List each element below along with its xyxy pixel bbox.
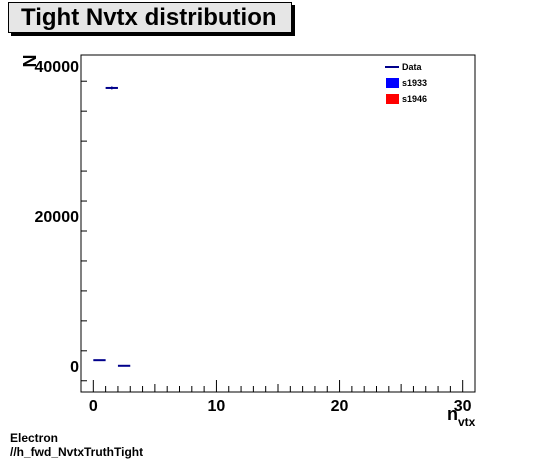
y-tick-label: 20000 [35, 209, 80, 226]
footer-label-line2: //h_fwd_NvtxTruthTight [10, 445, 144, 459]
tick-labels: 0 10 20 30 0 20000 40000 [35, 59, 472, 415]
x-tick-label: 30 [454, 398, 472, 415]
legend-box-swatch [386, 78, 399, 88]
legend-label: s1933 [402, 78, 427, 88]
axis-ticks [81, 80, 464, 392]
plot-frame-rect [80, 54, 476, 393]
x-axis-label: nvtx [447, 404, 476, 429]
legend-label: s1946 [402, 94, 427, 104]
plot-frame [80, 54, 476, 393]
x-tick-label: 20 [331, 398, 349, 415]
x-tick-label: 0 [89, 398, 98, 415]
y-axis-label: N [20, 55, 40, 68]
data-marks [93, 86, 131, 367]
legend-box-swatch [386, 94, 399, 104]
legend-label: Data [402, 62, 423, 72]
footer-label-line1: Electron [10, 431, 59, 445]
x-tick-label: 10 [208, 398, 226, 415]
chart-title: Tight Nvtx distribution [8, 2, 292, 33]
y-tick-label: 0 [70, 359, 79, 376]
legend: Data s1933 s1946 [385, 62, 427, 104]
y-tick-label: 40000 [35, 59, 80, 76]
